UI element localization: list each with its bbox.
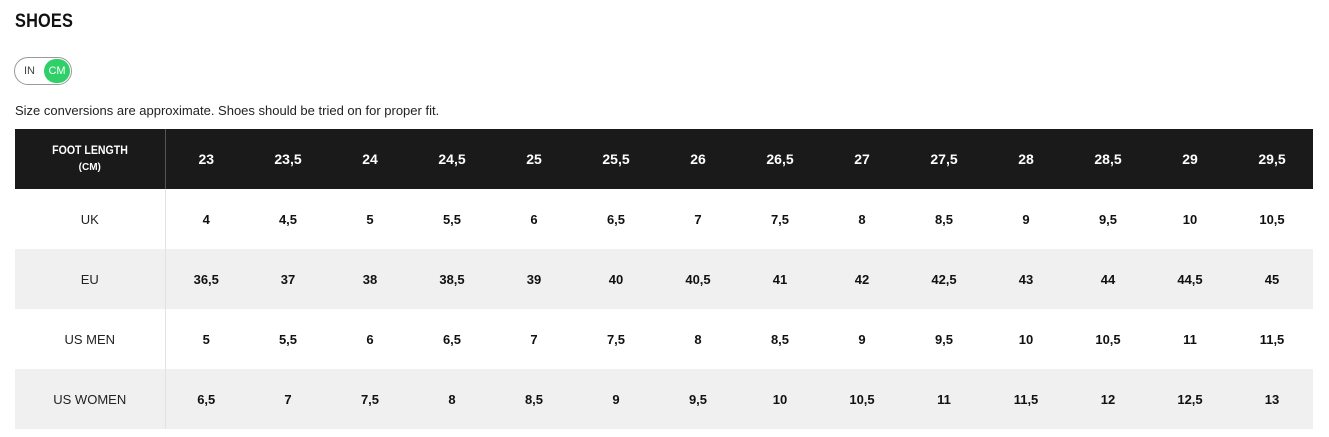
size-value-cell: 9,5 [688, 391, 708, 407]
size-value-cell: 6 [530, 211, 538, 227]
table-row: US MEN 5 5,5 6 6,5 7 7,5 8 8,5 9 9,5 10 10,5 11 11,5 [15, 309, 1313, 369]
foot-length-column-header: 28,5 [1094, 151, 1122, 167]
table-row: EU 36,5 37 38 38,5 39 40 40,5 41 42 42,5 43 44 44,5 45 [15, 249, 1313, 309]
size-value-cell: 7,5 [606, 331, 626, 347]
size-value-cell: 11,5 [1259, 331, 1285, 347]
size-value-cell: 4,5 [278, 211, 298, 227]
size-value-cell: 12,5 [1177, 391, 1203, 407]
size-system-label: US MEN [15, 309, 166, 369]
size-value-cell: 10,5 [849, 391, 875, 407]
foot-length-column-header: 23,5 [274, 151, 302, 167]
size-value-cell: 8 [694, 331, 702, 347]
foot-length-header: FOOT LENGTH (CM) [15, 129, 166, 189]
size-value-cell: 37 [280, 271, 296, 287]
size-value-cell: 5,5 [278, 331, 298, 347]
table-row: US WOMEN 6,5 7 7,5 8 8,5 9 9,5 10 10,5 11 11,5 12 12,… [15, 369, 1313, 429]
size-value-cell: 7,5 [360, 391, 380, 407]
foot-length-label: FOOT LENGTH [51, 143, 128, 157]
size-value-cell: 44 [1100, 271, 1116, 287]
size-value-cell: 10,5 [1095, 331, 1121, 347]
unit-toggle[interactable]: IN CM [14, 57, 72, 85]
size-value-cell: 7,5 [770, 211, 790, 227]
size-value-cell: 44,5 [1177, 271, 1203, 287]
size-system-label: UK [15, 189, 166, 249]
size-value-cell: 9 [612, 391, 620, 407]
size-value-cell: 38,5 [439, 271, 465, 287]
size-value-cell: 42 [854, 271, 870, 287]
size-value-cell: 9,5 [934, 331, 954, 347]
size-value-cell: 36,5 [193, 271, 219, 287]
table-header-row: FOOT LENGTH (CM) 23 23,5 24 24,5 25 25,5 26 26,… [15, 129, 1313, 189]
size-value-cell: 10 [1018, 331, 1034, 347]
size-value-cell: 7 [284, 391, 292, 407]
size-value-cell: 11 [937, 391, 951, 407]
size-value-cell: 8,5 [934, 211, 954, 227]
toggle-option-cm[interactable]: CM [44, 59, 70, 83]
size-system-label: US WOMEN [15, 369, 166, 429]
foot-length-column-header: 25,5 [602, 151, 630, 167]
foot-length-column-header: 29 [1182, 151, 1198, 167]
size-value-cell: 42,5 [931, 271, 957, 287]
size-value-cell: 4 [202, 211, 210, 227]
foot-length-column-header: 26 [690, 151, 706, 167]
size-value-cell: 7 [530, 331, 538, 347]
table-row: UK 4 4,5 5 5,5 6 6,5 7 7,5 8 8,5 9 9,5 10 10,5 [15, 189, 1313, 249]
size-value-cell: 6,5 [442, 331, 462, 347]
foot-length-column-header: 25 [526, 151, 542, 167]
size-value-cell: 6,5 [606, 211, 626, 227]
foot-length-column-header: 29,5 [1258, 151, 1286, 167]
size-value-cell: 6 [366, 331, 374, 347]
size-value-cell: 6,5 [197, 391, 216, 407]
foot-length-column-header: 24,5 [438, 151, 466, 167]
size-value-cell: 43 [1018, 271, 1034, 287]
size-value-cell: 8 [448, 391, 456, 407]
size-value-cell: 11,5 [1013, 391, 1039, 407]
size-value-cell: 12 [1100, 391, 1116, 407]
foot-length-column-header: 23 [198, 151, 215, 167]
size-value-cell: 41 [772, 271, 788, 287]
foot-length-column-header: 27 [854, 151, 870, 167]
size-value-cell: 9,5 [1098, 211, 1118, 227]
size-value-cell: 9 [858, 331, 866, 347]
foot-length-column-header: 26,5 [766, 151, 794, 167]
foot-length-column-header: 28 [1018, 151, 1034, 167]
foot-length-column-header: 24 [362, 151, 378, 167]
size-value-cell: 45 [1264, 271, 1280, 287]
toggle-option-in[interactable]: IN [24, 65, 35, 77]
size-value-cell: 11 [1183, 331, 1197, 347]
page-title: SHOES [15, 11, 74, 32]
foot-length-unit: (CM) [78, 162, 101, 173]
foot-length-column-header: 27,5 [930, 151, 958, 167]
size-value-cell: 38 [362, 271, 378, 287]
size-value-cell: 5,5 [442, 211, 462, 227]
size-disclaimer: Size conversions are approximate. Shoes … [15, 103, 440, 118]
size-value-cell: 10,5 [1259, 211, 1285, 227]
size-value-cell: 40 [608, 271, 624, 287]
size-value-cell: 10 [772, 391, 788, 407]
size-value-cell: 8,5 [524, 391, 544, 407]
size-value-cell: 10 [1182, 211, 1198, 227]
size-value-cell: 8,5 [770, 331, 790, 347]
size-value-cell: 9 [1022, 211, 1030, 227]
size-value-cell: 5 [366, 211, 374, 227]
size-system-label: EU [15, 249, 166, 309]
size-value-cell: 40,5 [685, 271, 711, 287]
size-conversion-table: FOOT LENGTH (CM) 23 23,5 24 24,5 25 25,5 26 26,… [15, 129, 1313, 429]
size-value-cell: 5 [202, 331, 210, 347]
size-value-cell: 13 [1264, 391, 1280, 407]
size-value-cell: 8 [858, 211, 866, 227]
size-value-cell: 7 [694, 211, 702, 227]
size-value-cell: 39 [526, 271, 542, 287]
